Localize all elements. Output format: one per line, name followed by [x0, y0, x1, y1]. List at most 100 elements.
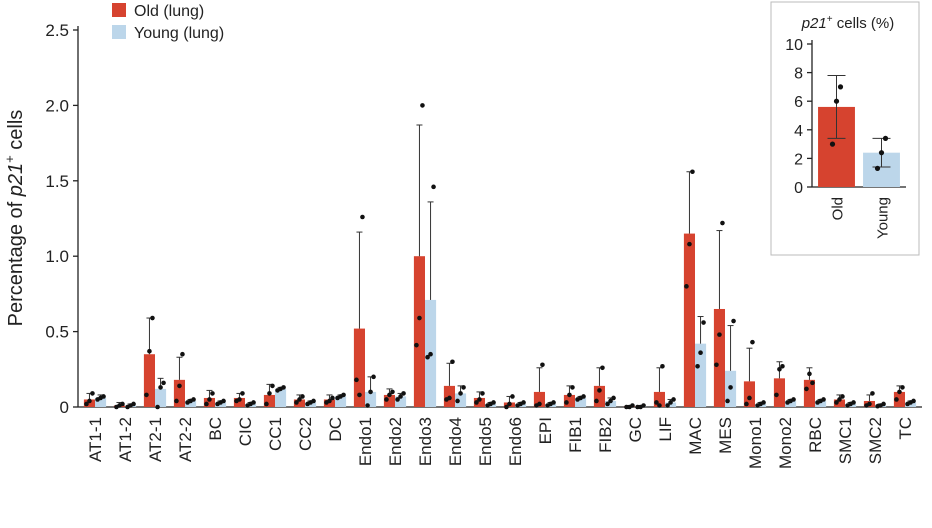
- category-label: Endo2: [386, 417, 405, 466]
- data-point: [837, 84, 844, 90]
- y-tick-label: 2.0: [45, 96, 69, 115]
- bar: [203, 397, 215, 407]
- data-point: [567, 392, 572, 398]
- data-point: [477, 397, 482, 402]
- data-point: [687, 241, 692, 247]
- data-point: [327, 398, 332, 404]
- data-point: [747, 395, 752, 401]
- data-point: [155, 404, 160, 410]
- bar: [605, 400, 617, 407]
- data-point: [150, 315, 155, 321]
- data-point: [401, 391, 406, 396]
- data-point: [605, 401, 610, 407]
- legend-label-old: Old (lung): [134, 3, 204, 20]
- category-label: LIF: [656, 417, 675, 442]
- data-point: [417, 315, 422, 321]
- data-point: [191, 397, 196, 402]
- data-point: [837, 397, 842, 402]
- data-point: [204, 401, 209, 407]
- data-point: [395, 397, 400, 402]
- data-point: [270, 383, 275, 389]
- data-point: [867, 401, 872, 407]
- category-label: BC: [206, 417, 225, 441]
- category-label: AT1-1: [86, 417, 105, 462]
- bar: [695, 343, 707, 407]
- y-tick-label: 0.5: [45, 323, 69, 342]
- data-point: [461, 385, 466, 390]
- bar: [743, 381, 755, 407]
- data-point: [807, 371, 812, 377]
- data-point: [455, 398, 460, 404]
- data-point: [131, 401, 136, 407]
- category-label: DC: [326, 417, 345, 442]
- category-label: EPI: [536, 417, 555, 444]
- data-point: [390, 389, 395, 395]
- data-point: [654, 400, 659, 405]
- bar: [383, 394, 395, 407]
- category-label: Mono2: [776, 417, 795, 469]
- data-point: [491, 400, 496, 405]
- category-label: Old: [830, 197, 847, 220]
- y-tick-label: 2: [794, 151, 803, 168]
- data-point: [834, 400, 839, 405]
- data-point: [829, 141, 836, 147]
- data-point: [540, 362, 545, 368]
- bar: [233, 397, 245, 407]
- bar: [575, 397, 587, 407]
- category-label: FIB1: [566, 417, 585, 453]
- y-tick-label: 6: [794, 94, 803, 111]
- bar: [773, 378, 785, 407]
- data-point: [714, 362, 719, 368]
- data-point: [251, 400, 256, 405]
- bar: [683, 233, 695, 407]
- data-point: [294, 400, 299, 405]
- category-label: SMC2: [866, 417, 885, 464]
- category-label: Endo6: [506, 417, 525, 466]
- data-point: [821, 397, 826, 402]
- y-axis-label: Percentage of p21+ cells: [2, 110, 27, 327]
- bar: [143, 354, 155, 407]
- data-point: [341, 392, 346, 398]
- bar: [395, 396, 407, 407]
- data-point: [665, 403, 670, 408]
- inset-plot: 0 2 4 6 8 10 Old Young: [785, 37, 906, 239]
- data-point: [398, 394, 403, 399]
- data-point: [354, 377, 359, 383]
- data-point: [180, 351, 185, 357]
- bar: [293, 399, 305, 407]
- data-point: [641, 403, 646, 408]
- data-point: [630, 403, 635, 408]
- data-point: [221, 398, 226, 404]
- data-point: [84, 401, 89, 407]
- data-point: [414, 342, 419, 348]
- y-tick-label: 2.5: [45, 21, 69, 40]
- data-point: [777, 367, 782, 372]
- category-label: AT2-2: [176, 417, 195, 462]
- bar: [713, 308, 725, 407]
- data-point: [840, 394, 845, 399]
- data-point: [720, 220, 725, 226]
- data-point: [774, 392, 779, 398]
- data-point: [900, 385, 905, 390]
- bar: [413, 256, 425, 407]
- bar: [803, 379, 815, 407]
- bar: [185, 400, 197, 407]
- data-point: [450, 359, 455, 365]
- data-point: [690, 169, 695, 175]
- data-point: [90, 391, 95, 396]
- data-point: [780, 363, 785, 369]
- data-point: [581, 394, 586, 399]
- data-point: [387, 392, 392, 398]
- data-point: [660, 363, 665, 369]
- category-label: Endo1: [356, 417, 375, 466]
- category-label: Endo5: [476, 417, 495, 466]
- bar: [785, 400, 797, 407]
- data-point: [264, 401, 269, 407]
- inset-title: p21+ cells (%): [801, 14, 895, 32]
- category-label: Mono1: [746, 417, 765, 469]
- data-point: [551, 400, 556, 405]
- y-tick-label: 1.5: [45, 172, 69, 191]
- data-point: [600, 365, 605, 371]
